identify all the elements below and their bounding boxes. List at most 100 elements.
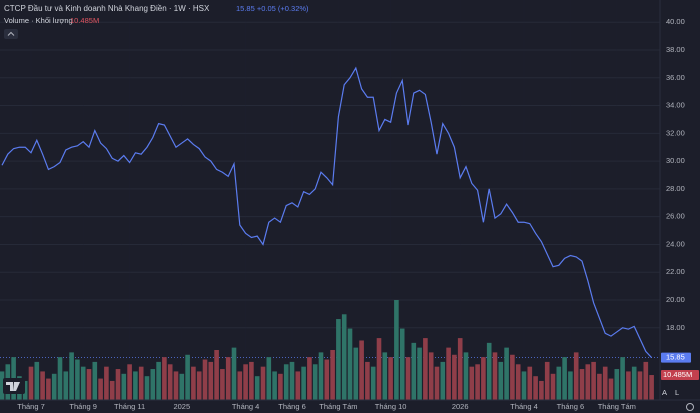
- logo-mark: [6, 382, 20, 391]
- volume-bar: [254, 376, 260, 400]
- volume-bar: [69, 352, 74, 400]
- volume-bar: [0, 371, 5, 400]
- grid: [0, 21, 660, 329]
- volume-bar: [353, 347, 359, 400]
- volume-bar: [568, 371, 573, 400]
- volume-bar: [109, 380, 115, 400]
- volume-bar: [457, 338, 463, 400]
- volume-bar: [173, 371, 179, 400]
- volume-bar: [156, 361, 161, 400]
- volume-bar: [649, 375, 654, 400]
- volume-bar: [75, 359, 80, 400]
- volume-bar: [191, 366, 196, 400]
- volume-bar: [127, 364, 132, 400]
- volume-bar: [428, 352, 434, 400]
- volume-bar: [278, 373, 283, 400]
- volume-bar: [46, 378, 51, 400]
- volume-bar: [295, 371, 301, 400]
- volume-bar: [579, 369, 585, 400]
- volume-bar: [98, 378, 103, 400]
- y-tick-label: 38.00: [666, 45, 685, 54]
- volume-bar: [417, 347, 422, 400]
- last-volume-label: 10.485M: [663, 370, 692, 379]
- volume-bar: [272, 371, 277, 400]
- volume-bar: [475, 364, 480, 400]
- volume-bar: [556, 366, 562, 400]
- volume-bar: [202, 359, 208, 400]
- volume-bar: [434, 366, 440, 400]
- volume-bar: [57, 357, 63, 400]
- volume-bar: [376, 338, 382, 400]
- volume-bar: [481, 357, 486, 400]
- x-tick-label: 2025: [173, 402, 190, 411]
- volume-bar: [318, 352, 324, 400]
- y-tick-label: 36.00: [666, 73, 685, 82]
- volume-bar: [231, 347, 237, 400]
- volume-bar: [626, 371, 631, 400]
- volume-bar: [544, 361, 550, 400]
- volume-bar: [312, 364, 318, 400]
- volume-bar: [359, 340, 364, 400]
- x-tick-label: Tháng 9: [69, 402, 97, 411]
- y-tick-label: 32.00: [666, 128, 685, 137]
- volume-bar: [28, 366, 34, 400]
- x-tick-label: Tháng 4: [510, 402, 538, 411]
- volume-bar: [214, 350, 219, 400]
- volume-bar: [573, 352, 579, 400]
- volume-bar: [162, 357, 167, 400]
- collapse-icon: [7, 31, 15, 36]
- volume-bar: [121, 373, 127, 400]
- volume-bar: [521, 371, 527, 400]
- x-tick-label: Tháng 10: [375, 402, 407, 411]
- volume-bar: [637, 371, 643, 400]
- volume-bar: [440, 361, 446, 400]
- volume-bar: [225, 357, 231, 400]
- volume-bar: [469, 366, 475, 400]
- volume-bar: [243, 364, 248, 400]
- volume-bar: [336, 319, 341, 400]
- volume-bar: [492, 352, 498, 400]
- volume-bar: [307, 357, 312, 400]
- x-tick-label: 2026: [452, 402, 469, 411]
- y-tick-label: 22.00: [666, 267, 685, 276]
- x-tick-label: Tháng 4: [232, 402, 260, 411]
- volume-bar: [133, 371, 138, 400]
- collapse-button[interactable]: [4, 29, 18, 39]
- last-price-label: 15.85: [666, 353, 685, 362]
- y-tick-label: 40.00: [666, 17, 685, 26]
- volume-bar: [608, 378, 614, 400]
- volume-bar: [405, 357, 411, 400]
- x-tick-label: Tháng 6: [557, 402, 585, 411]
- volume-bar: [115, 369, 121, 400]
- volume-bar: [643, 361, 649, 400]
- volume-bar: [515, 364, 521, 400]
- scale-button[interactable]: A: [662, 388, 667, 397]
- volume-bar: [220, 369, 225, 400]
- volume-bar: [179, 373, 185, 400]
- volume-bar: [86, 369, 92, 400]
- y-tick-label: 34.00: [666, 101, 685, 110]
- volume-bar: [92, 361, 98, 400]
- volume-bar: [423, 338, 428, 400]
- volume-bar: [150, 369, 156, 400]
- volume-bar: [510, 354, 515, 400]
- quote: 15.85 +0.05 (+0.32%): [236, 4, 309, 13]
- volume-bar: [370, 366, 376, 400]
- x-tick-label: Tháng 6: [278, 402, 306, 411]
- x-tick-label: Tháng Tám: [598, 402, 636, 411]
- volume-bar: [550, 373, 556, 400]
- volume-bar: [289, 361, 295, 400]
- volume-bar: [631, 366, 637, 400]
- volume-bar: [388, 357, 393, 400]
- settings-icon[interactable]: [686, 403, 694, 411]
- volume-bar: [533, 376, 538, 400]
- volume-bar: [237, 371, 243, 400]
- volume-bar: [208, 361, 214, 400]
- volume-bar: [562, 357, 567, 400]
- y-tick-label: 20.00: [666, 295, 685, 304]
- chart-title: CTCP Đầu tư và Kinh doanh Nhà Khang Điền…: [4, 4, 210, 13]
- volume-bar: [602, 366, 608, 400]
- scale-button[interactable]: L: [675, 388, 679, 397]
- y-tick-label: 30.00: [666, 156, 685, 165]
- volume-bar: [301, 366, 306, 400]
